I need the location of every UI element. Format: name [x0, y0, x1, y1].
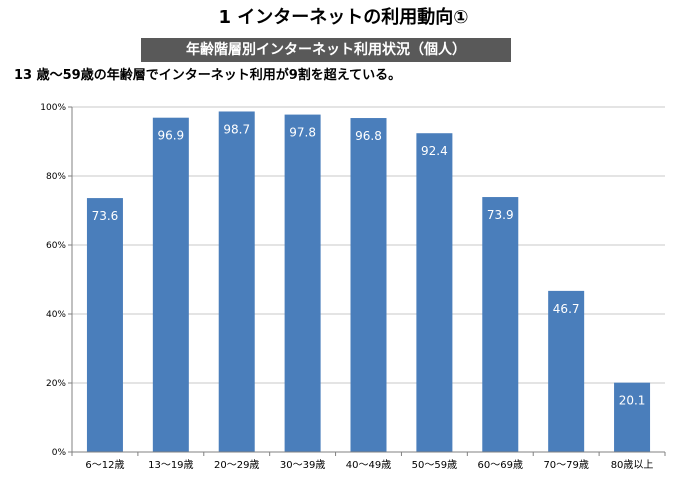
data-label: 97.8 [289, 126, 316, 140]
bars [86, 111, 651, 453]
y-tick-label: 80% [46, 172, 66, 182]
x-tick-label: 6～12歳 [85, 459, 124, 471]
y-tick-label: 20% [46, 379, 66, 389]
bar [614, 382, 651, 452]
axes [68, 106, 666, 456]
data-label: 73.6 [92, 209, 119, 223]
x-tick-label: 50～59歳 [412, 459, 457, 471]
x-tick-label: 30～39歳 [280, 459, 325, 471]
bar [218, 111, 255, 453]
data-label: 98.7 [223, 122, 250, 136]
bar [548, 290, 585, 452]
data-label: 20.1 [619, 394, 646, 408]
x-tick-label: 13～19歳 [148, 459, 193, 471]
x-tick-label: 40～49歳 [346, 459, 391, 471]
data-label: 96.8 [355, 129, 382, 143]
x-tick-label: 60～69歳 [478, 459, 523, 471]
x-tick-label: 70～79歳 [543, 459, 588, 471]
x-tick-label: 80歳以上 [611, 459, 654, 471]
chart-banner: 年齢階層別インターネット利用状況（個人） [141, 38, 511, 62]
y-tick-label: 0% [52, 448, 67, 458]
labels: 0% 20% 40% 60% 80% 100% 73.6 6～12歳 96.9 13～19歳 98.… [40, 103, 653, 471]
x-tick-label: 20～29歳 [214, 459, 259, 471]
data-label: 73.9 [487, 208, 514, 222]
y-tick-label: 40% [46, 310, 66, 320]
bar [350, 118, 387, 452]
bar [152, 117, 189, 452]
page-title: 1 インターネットの利用動向① [218, 7, 469, 28]
data-label: 46.7 [553, 302, 580, 316]
bar [482, 197, 519, 452]
bar [86, 198, 123, 452]
bar [416, 133, 453, 452]
y-tick-label: 100% [40, 103, 66, 113]
bar [284, 114, 321, 452]
chart-subtitle: 13 歳～59歳の年齢層でインターネット利用が9割を超えている。 [14, 68, 402, 83]
data-label: 92.4 [421, 144, 448, 158]
data-label: 96.9 [157, 129, 184, 143]
y-tick-label: 60% [46, 241, 66, 251]
